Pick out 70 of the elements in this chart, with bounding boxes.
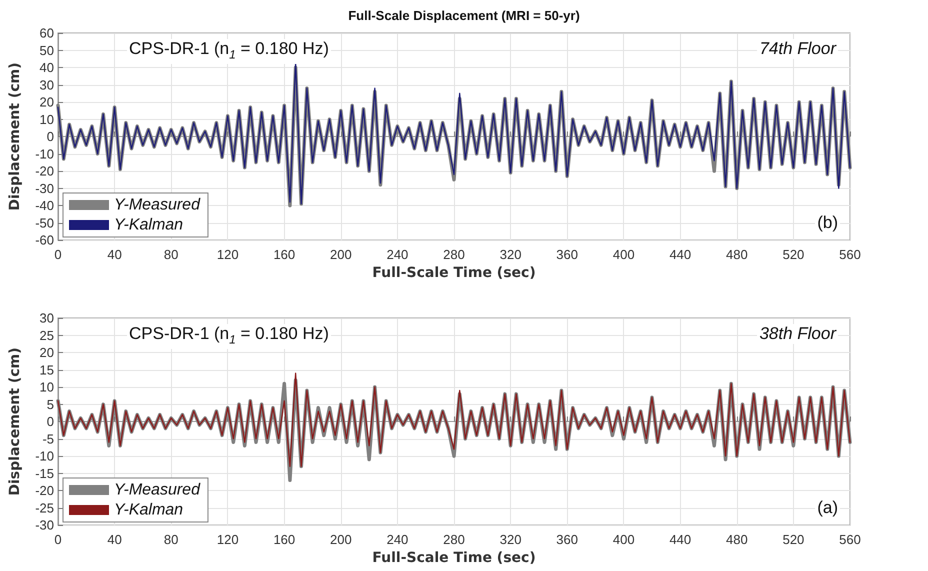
y-tick-label: -50: [35, 215, 54, 230]
y-tick-label: 0: [46, 414, 54, 430]
x-axis-title: Full-Scale Time (sec): [372, 265, 536, 281]
y-tick-label: 25: [40, 328, 54, 343]
annotation: (b): [815, 213, 840, 233]
x-tick-label: 440: [669, 247, 692, 262]
y-tick-label: -20: [35, 164, 54, 179]
y-tick-label: -20: [35, 483, 54, 498]
y-tick-label: -10: [35, 448, 54, 464]
y-axis-title: Displacement (cm): [7, 347, 23, 496]
x-tick-label: 120: [216, 247, 239, 262]
x-tick-label: 240: [386, 532, 408, 548]
y-tick-label: 30: [40, 77, 54, 92]
x-tick-label: 80: [164, 247, 178, 262]
y-tick-label: -10: [35, 146, 54, 162]
legend-label: Y-Measured: [114, 482, 202, 498]
x-tick-label: 440: [669, 532, 692, 548]
y-tick-label: -15: [35, 466, 54, 481]
y-tick-label: 40: [40, 60, 54, 76]
x-tick-label: 360: [556, 247, 578, 262]
x-tick-label: 160: [273, 247, 296, 262]
x-tick-label: 560: [839, 247, 861, 262]
y-tick-label: 20: [40, 345, 54, 360]
x-tick-label: 280: [443, 247, 465, 262]
annotation: (a): [815, 498, 840, 518]
y-tick-label: -30: [35, 180, 54, 196]
x-tick-label: 280: [443, 532, 465, 548]
legend-label: Y-Measured: [114, 196, 202, 214]
x-tick-label: 560: [839, 532, 861, 548]
x-tick-label: 520: [782, 247, 804, 262]
y-tick-label: -5: [42, 431, 54, 446]
annotation: 74th Floor: [757, 39, 838, 59]
y-tick-label: 10: [40, 112, 54, 127]
y-tick-label: -40: [35, 198, 54, 214]
x-tick-label: 80: [164, 532, 178, 548]
x-tick-label: 120: [216, 532, 239, 548]
y-tick-label: 20: [40, 94, 54, 110]
x-tick-label: 200: [330, 532, 352, 548]
x-tick-label: 520: [782, 532, 804, 548]
y-tick-label: 0: [46, 129, 54, 144]
chart-title: Full-Scale Displacement (MRI = 50-yr): [348, 8, 580, 23]
x-axis-title: Full-Scale Time (sec): [372, 550, 536, 566]
x-tick-label: 480: [726, 247, 748, 262]
annotation: CPS-DR-1 (n$_{1}$ = 0.180 Hz): [127, 324, 331, 350]
y-tick-label: 15: [40, 362, 54, 378]
y-tick-label: 60: [40, 26, 54, 40]
x-tick-label: 320: [500, 532, 522, 548]
x-tick-label: 240: [386, 247, 408, 262]
y-tick-label: 5: [46, 396, 54, 412]
x-tick-label: 40: [107, 247, 122, 262]
legend-label: Y-Kalman: [114, 502, 184, 518]
y-axis-title: Displacement (cm): [7, 62, 23, 211]
y-tick-label: 10: [40, 380, 54, 395]
y-tick-label: -25: [35, 500, 54, 516]
legend-label: Y-Kalman: [114, 216, 184, 234]
y-tick-label: -60: [35, 232, 54, 248]
y-tick-label: 50: [40, 42, 54, 58]
y-tick-label: -30: [35, 518, 54, 533]
annotation: 38th Floor: [757, 324, 838, 344]
x-tick-label: 400: [612, 247, 635, 262]
x-tick-label: 200: [330, 247, 352, 262]
x-tick-label: 160: [273, 532, 296, 548]
y-tick-label: 30: [40, 310, 54, 326]
x-tick-label: 40: [107, 532, 122, 548]
x-tick-label: 360: [556, 532, 578, 548]
annotation: CPS-DR-1 (n$_{1}$ = 0.180 Hz): [127, 39, 331, 64]
x-tick-label: 320: [500, 247, 522, 262]
x-tick-label: 400: [612, 532, 635, 548]
x-tick-label: 480: [726, 532, 748, 548]
line-series: [57, 372, 851, 468]
